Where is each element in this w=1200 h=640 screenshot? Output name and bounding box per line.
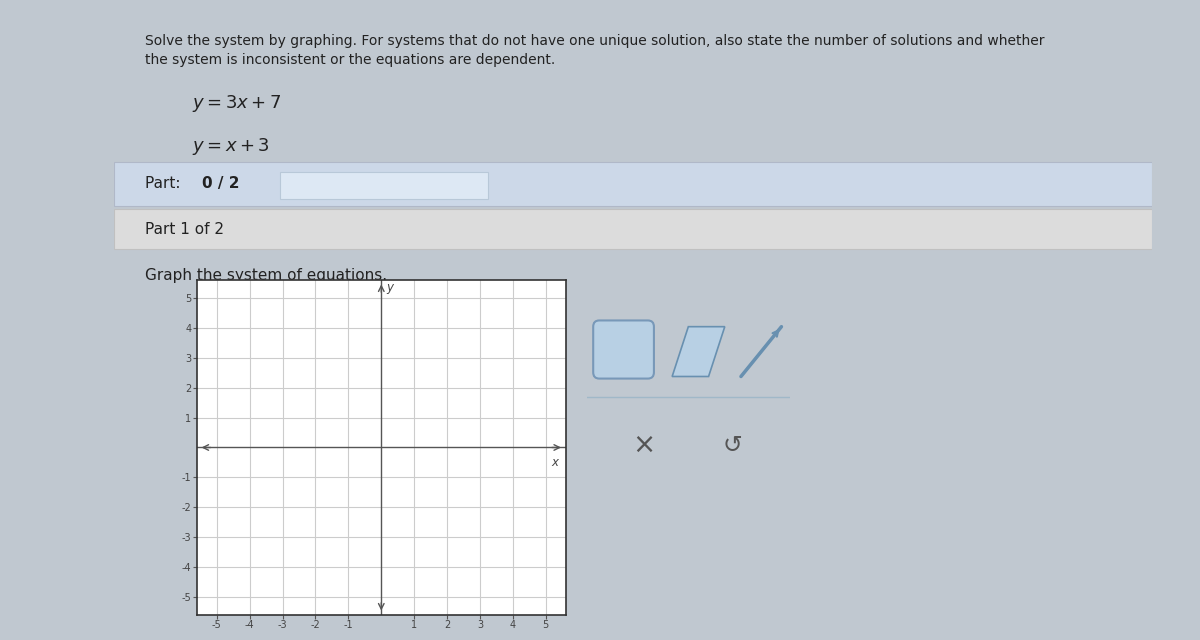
FancyBboxPatch shape: [280, 172, 487, 199]
Text: $y = x + 3$: $y = x + 3$: [208, 326, 280, 347]
Text: ↺: ↺: [722, 433, 743, 457]
Text: Graph the system of equations.: Graph the system of equations.: [145, 268, 388, 283]
Text: $y = 3x + 7$: $y = 3x + 7$: [208, 298, 290, 319]
FancyBboxPatch shape: [114, 162, 1152, 206]
Text: ×: ×: [632, 431, 655, 459]
FancyBboxPatch shape: [593, 321, 654, 379]
Text: Solve the system by graphing. For systems that do not have one unique solution, : Solve the system by graphing. For system…: [145, 35, 1045, 48]
Text: $y$: $y$: [386, 282, 396, 296]
Text: Part 1 of 2: Part 1 of 2: [145, 221, 224, 237]
Polygon shape: [672, 326, 725, 376]
Text: 0 / 2: 0 / 2: [203, 176, 240, 191]
Text: $y = 3x + 7$: $y = 3x + 7$: [192, 93, 281, 114]
Text: $y = x + 3$: $y = x + 3$: [192, 136, 270, 157]
Text: the system is inconsistent or the equations are dependent.: the system is inconsistent or the equati…: [145, 52, 556, 67]
Text: Part:: Part:: [145, 176, 186, 191]
FancyBboxPatch shape: [114, 209, 1152, 250]
Text: $x$: $x$: [551, 456, 560, 469]
